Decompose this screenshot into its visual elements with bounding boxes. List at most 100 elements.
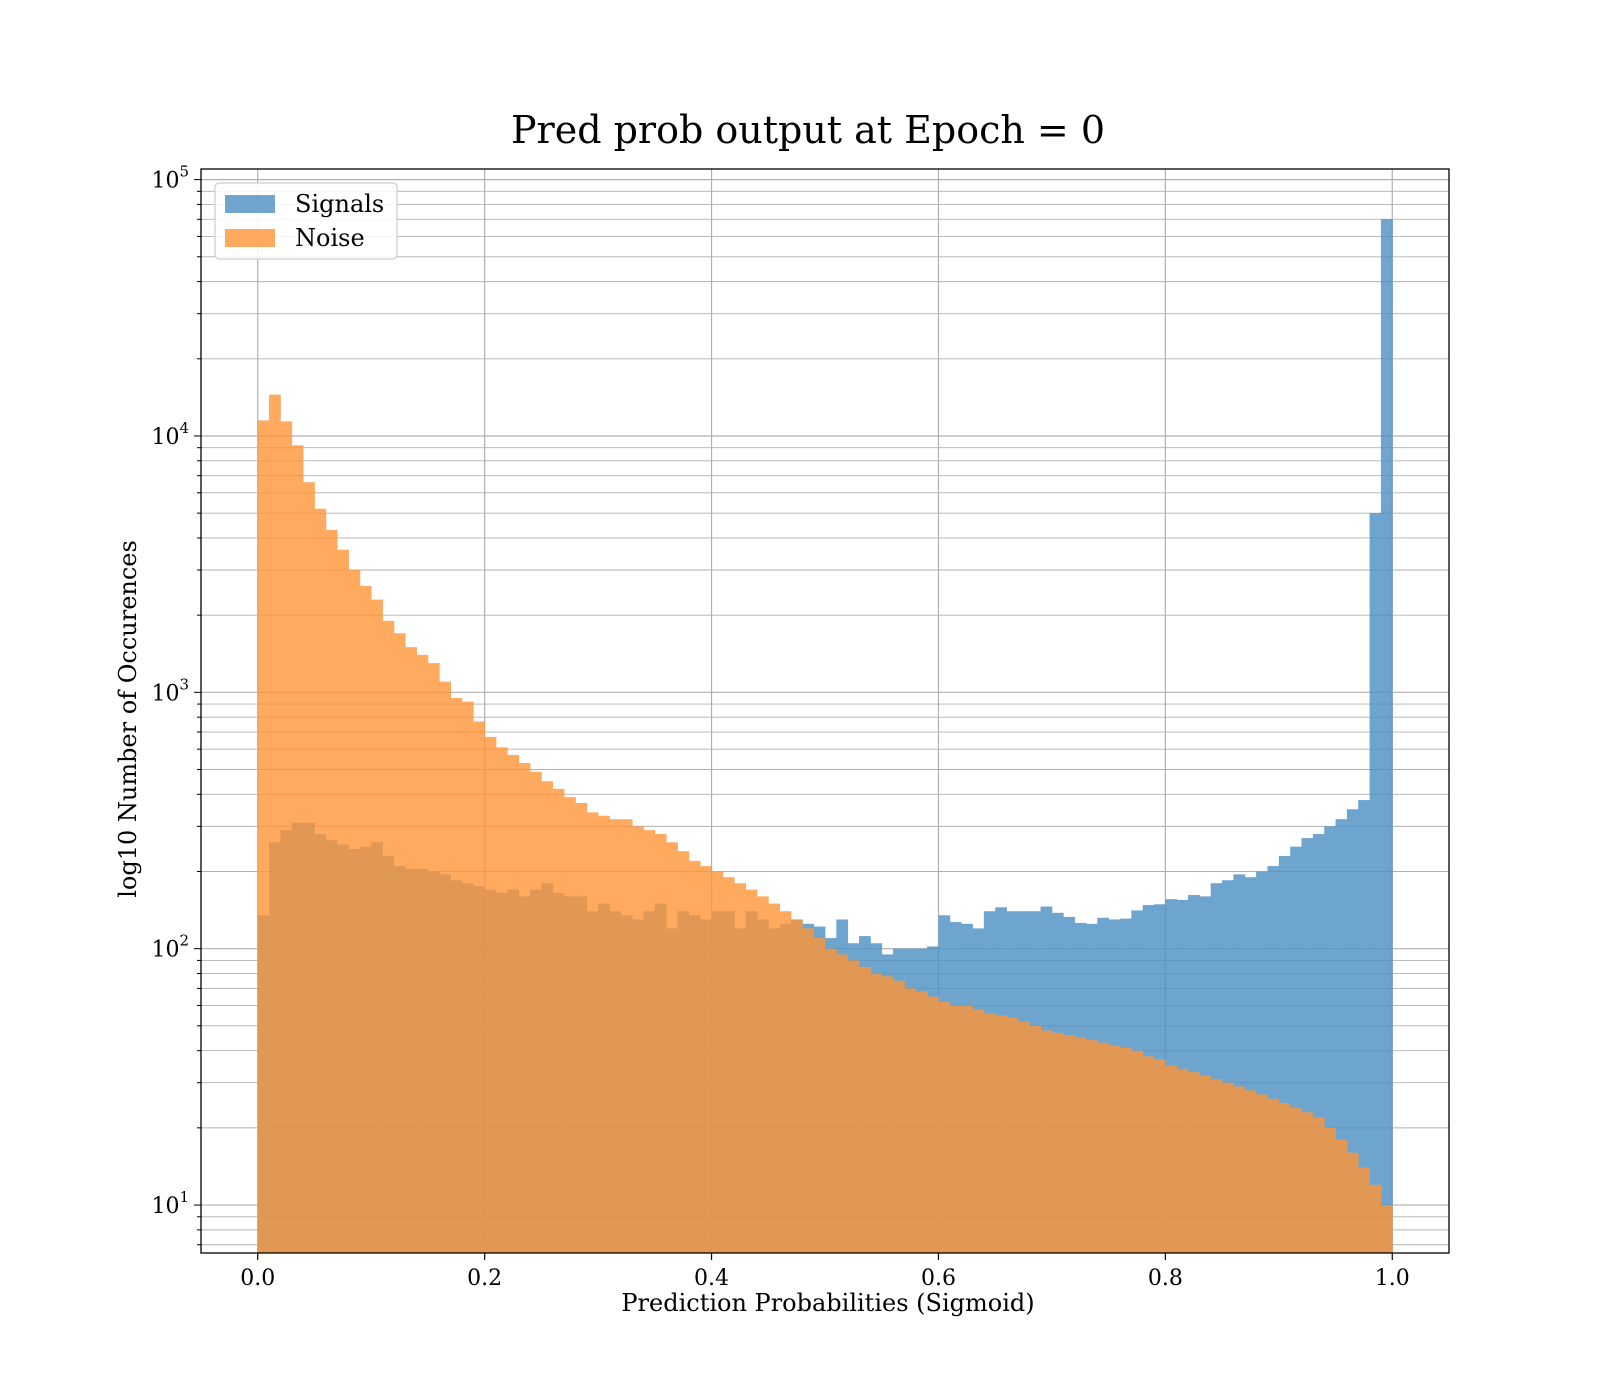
bar-noise [711,871,724,1253]
bar-noise [609,819,622,1253]
bar-noise [881,976,894,1253]
bar-noise [1142,1056,1155,1253]
bar-noise [734,883,746,1253]
bar-signals [1324,826,1336,1253]
bar-signals [1256,871,1268,1253]
bar-noise [530,771,542,1253]
bar-noise [836,954,849,1253]
bar-noise [1324,1127,1336,1253]
bar-noise [541,781,554,1253]
bar-signals [1244,877,1257,1253]
bar-noise [779,911,792,1253]
bar-noise [575,803,588,1253]
bar-signals [1278,855,1291,1253]
legend-swatch-signals [225,195,275,213]
y-tick-label: 105 [151,163,189,194]
bar-noise [439,681,451,1253]
bar-noise [1335,1139,1348,1253]
x-tick-label: 0.6 [921,1266,956,1291]
bar-signals [1312,834,1325,1253]
bar-noise [859,966,871,1253]
x-tick-label: 0.0 [240,1266,275,1291]
y-tick-label: 104 [151,419,189,450]
plot-area: 0.0 0.2 0.4 0.6 0.8 1.0 101 102 103 104 105 Signals… [151,163,1450,1291]
bar-noise [1154,1059,1166,1253]
bar-noise [1369,1184,1382,1253]
bar-noise [427,663,440,1253]
legend-swatch-noise [225,229,275,247]
bar-noise [1380,1205,1393,1253]
y-tick-label: 103 [151,675,189,706]
bar-noise [768,903,781,1253]
bar-noise [314,508,327,1254]
bar-noise [337,549,349,1253]
bar-noise [257,420,270,1253]
bar-signals [1267,866,1280,1253]
bar-noise [518,763,531,1253]
x-tick-label: 1.0 [1375,1266,1410,1291]
bar-noise [825,948,837,1253]
bar-noise [893,980,905,1253]
bar-noise [677,851,690,1253]
bar-noise [847,960,860,1253]
bar-noise [1267,1098,1280,1253]
bar-noise [620,819,633,1253]
bar-noise [915,991,928,1253]
bar-signals [1369,513,1382,1253]
bar-noise [654,834,667,1253]
x-tick-label: 0.8 [1148,1266,1183,1291]
bar-signals [1199,896,1212,1253]
bar-signals [1210,883,1223,1253]
bar-noise [507,754,520,1253]
bar-signals [1358,800,1370,1253]
bar-noise [813,938,826,1253]
bar-noise [745,889,758,1253]
bar-noise [484,736,497,1253]
bar-noise [382,620,395,1253]
bar-noise [632,826,644,1253]
bar-noise [325,529,338,1253]
bar-noise [1097,1042,1110,1253]
bar-noise [790,919,803,1253]
bar-noise [1290,1107,1302,1253]
bar-noise [450,698,463,1253]
bar-noise [1006,1017,1019,1253]
bar-noise [586,812,599,1253]
bar-noise [802,928,815,1253]
bar-noise [405,647,417,1253]
bar-noise [983,1013,996,1253]
axes-frame [200,168,1450,1254]
bar-noise [1131,1050,1144,1253]
bar-noise [643,830,656,1253]
bar-noise [666,842,678,1253]
bar-noise [1312,1117,1325,1253]
bar-noise [1029,1025,1041,1253]
bar-noise [949,1005,962,1253]
bar-noise [1233,1086,1246,1253]
bar-noise [722,877,735,1253]
x-tick-label: 0.2 [467,1266,502,1291]
bar-noise [927,996,939,1253]
bar-signals [1335,819,1348,1253]
bar-noise [552,788,565,1253]
series-noise [257,394,1393,1254]
bar-signals [1380,219,1393,1253]
bar-noise [1222,1082,1234,1253]
bar-noise [1301,1112,1314,1253]
bar-noise [938,1001,951,1253]
bar-noise [1119,1047,1132,1253]
bar-noise [961,1005,973,1253]
bar-noise [473,721,486,1253]
bar-noise [1210,1079,1223,1253]
bar-noise [598,815,610,1253]
bar-noise [1074,1037,1087,1253]
y-tick-label: 101 [151,1188,189,1219]
bar-noise [1188,1072,1200,1253]
bar-noise [688,860,701,1253]
bar-noise [371,599,383,1253]
bar-noise [348,570,361,1253]
bar-noise [1176,1068,1189,1253]
bar-noise [972,1009,985,1253]
